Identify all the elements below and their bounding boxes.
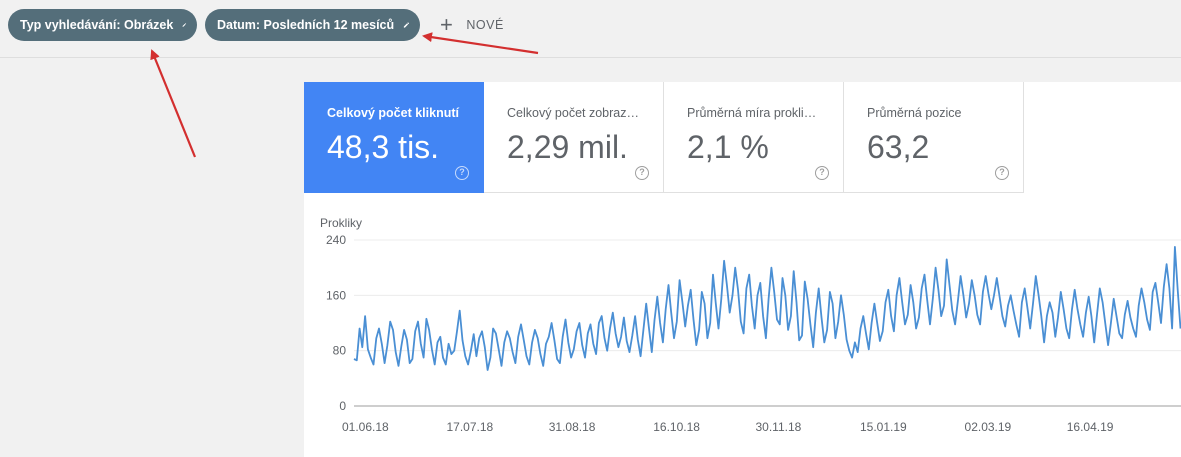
x-tick-labels: 01.06.18 17.07.18 31.08.18 16.10.18 30.11.18… [342, 420, 1114, 434]
date-filter-label: Datum: Posledních 12 mesíců [217, 18, 395, 32]
metric-tiles: Celkový počet kliknutí 48,3 tis. ? Celko… [304, 82, 1024, 193]
x-tick-label: 15.01.19 [860, 420, 907, 434]
metric-tile-impressions[interactable]: Celkový počet zobraz… 2,29 mil. ? [484, 82, 664, 193]
add-filter-button[interactable]: + NOVÉ [440, 12, 504, 38]
y-tick-label: 160 [326, 288, 346, 302]
metric-label: Průměrná pozice [867, 106, 962, 120]
add-filter-label: NOVÉ [466, 18, 504, 32]
y-axis-label: Prokliky [320, 216, 362, 230]
search-type-filter-chip[interactable]: Typ vyhledávání: Obrázek [8, 9, 197, 41]
metric-tile-position[interactable]: Průměrná pozice 63,2 ? [844, 82, 1024, 193]
search-type-filter-label: Typ vyhledávání: Obrázek [20, 18, 174, 32]
y-tick-label: 80 [333, 344, 347, 358]
x-tick-label: 31.08.18 [549, 420, 596, 434]
metric-label: Celkový počet zobraz… [507, 106, 640, 120]
edit-pencil-icon[interactable] [182, 18, 187, 32]
clicks-line-chart[interactable]: Prokliky 0 80 160 240 01.06.18 17.07.18 31.08… [304, 210, 1181, 457]
annotation-arrow [150, 49, 197, 158]
y-tick-labels: 0 80 160 240 [326, 233, 346, 413]
clicks-series-line [353, 246, 1181, 371]
x-tick-label: 17.07.18 [447, 420, 494, 434]
metric-tile-ctr[interactable]: Průměrná míra prokli… 2,1 % ? [664, 82, 844, 193]
metric-tile-clicks[interactable]: Celkový počet kliknutí 48,3 tis. ? [304, 82, 484, 193]
help-icon[interactable]: ? [635, 166, 649, 180]
x-tick-label: 02.03.19 [965, 420, 1012, 434]
metric-label: Celkový počet kliknutí [327, 106, 459, 120]
y-tick-label: 240 [326, 233, 346, 247]
x-tick-label: 16.10.18 [653, 420, 700, 434]
metric-value: 2,1 % [687, 129, 769, 165]
plus-icon: + [440, 12, 454, 37]
y-tick-label: 0 [339, 399, 346, 413]
filter-bar: Typ vyhledávání: Obrázek Datum: Poslední… [0, 0, 1181, 58]
help-icon[interactable]: ? [815, 166, 829, 180]
date-filter-chip[interactable]: Datum: Posledních 12 mesíců [205, 9, 420, 41]
x-tick-label: 01.06.18 [342, 420, 389, 434]
metric-value: 63,2 [867, 129, 930, 165]
metric-value: 48,3 tis. [327, 129, 440, 165]
help-icon[interactable]: ? [995, 166, 1009, 180]
x-tick-label: 16.04.19 [1067, 420, 1114, 434]
edit-pencil-icon[interactable] [403, 18, 410, 32]
x-tick-label: 30.11.18 [756, 420, 802, 434]
metric-value: 2,29 mil. [507, 129, 628, 165]
performance-card: Celkový počet kliknutí 48,3 tis. ? Celko… [304, 82, 1181, 457]
metric-label: Průměrná míra prokli… [687, 106, 817, 120]
help-icon[interactable]: ? [455, 166, 469, 180]
